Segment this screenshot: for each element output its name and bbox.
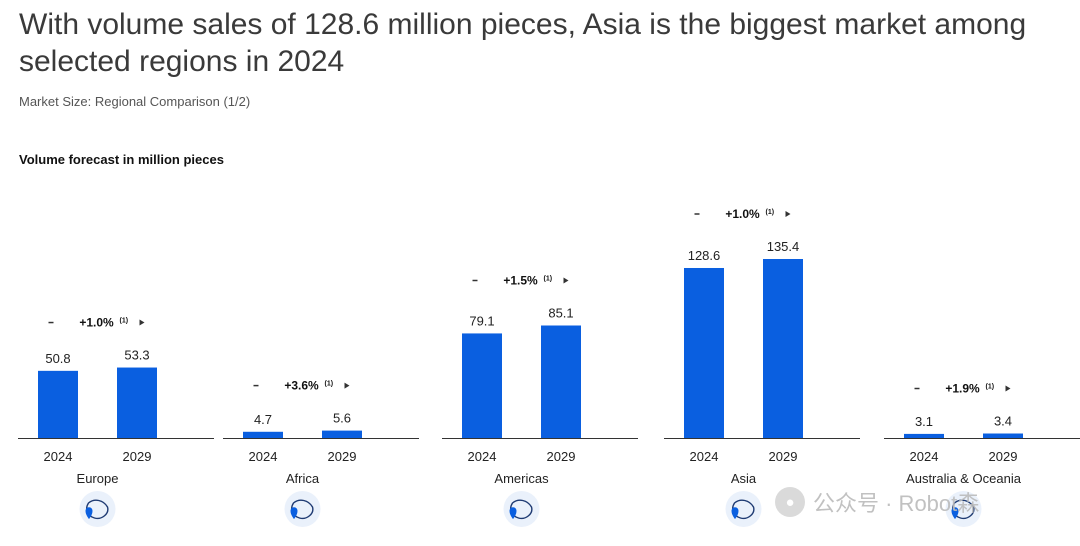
bar-europe-2024 [38,370,78,438]
cagr-arrow-icon [139,319,145,326]
cagr-label: +1.0% [725,207,760,221]
bar-australia-oceania-2029 [983,433,1023,438]
data-label: 85.1 [548,305,573,320]
cagr-arrow-icon [563,277,569,284]
wechat-icon: ● [775,487,805,517]
cagr-label: +3.6% [284,379,319,393]
cagr-footnote: (1) [325,381,334,388]
bar-australia-oceania-2024 [904,433,944,438]
data-label: 135.4 [767,239,800,254]
x-tick-label: 2029 [989,449,1018,464]
cagr-arrow-icon [1005,385,1011,392]
location-pin-icon [85,507,93,519]
location-pin-icon [290,507,298,519]
data-label: 5.6 [333,411,351,426]
x-tick-label: 2024 [44,449,73,464]
data-label: 50.8 [45,351,70,366]
watermark: ● 公众号 · Robot森 [775,484,979,520]
bar-asia-2029 [763,259,803,438]
data-label: 128.6 [688,248,721,263]
data-label: 4.7 [254,412,272,427]
cagr-label: +1.0% [79,316,114,330]
cagr-footnote: (1) [986,384,995,391]
bar-asia-2024 [684,267,724,438]
asia-map-icon [725,491,762,527]
cagr-footnote: (1) [120,318,129,325]
x-tick-label: 2024 [690,449,719,464]
cagr-footnote: (1) [766,209,775,216]
x-tick-label: 2024 [910,449,939,464]
region-label: Americas [494,471,549,486]
location-pin-icon [731,507,739,519]
region-label: Europe [77,471,119,486]
cagr-arrow-icon [785,211,791,217]
x-tick-label: 2029 [123,449,152,464]
bar-europe-2029 [117,367,157,438]
bar-americas-2024 [462,333,502,438]
region-label: Asia [731,471,757,486]
location-pin-icon [951,507,959,519]
x-tick-label: 2024 [249,449,278,464]
cagr-footnote: (1) [544,275,553,282]
page-subtitle: Market Size: Regional Comparison (1/2) [19,94,251,109]
bar-africa-2024 [243,431,283,438]
chart-title: Volume forecast in million pieces [19,152,224,167]
americas-map-icon [503,491,540,527]
data-label: 53.3 [124,348,149,363]
bar-africa-2029 [322,430,362,438]
cagr-label: +1.5% [503,273,538,287]
cagr-label: +1.9% [945,382,980,396]
x-tick-label: 2029 [769,449,798,464]
x-tick-label: 2029 [547,449,576,464]
page-title: With volume sales of 128.6 million piece… [19,8,1027,78]
data-label: 3.4 [994,414,1012,429]
cagr-arrow-icon [344,382,350,389]
watermark-text: 公众号 · Robot森 [813,491,980,516]
x-tick-label: 2029 [328,449,357,464]
africa-map-icon [284,491,321,527]
location-pin-icon [509,507,517,519]
europe-map-icon [79,491,116,527]
bar-americas-2029 [541,325,581,438]
x-tick-label: 2024 [468,449,497,464]
data-label: 79.1 [469,313,494,328]
data-label: 3.1 [915,414,933,429]
region-label: Australia & Oceania [906,471,1022,486]
region-label: Africa [286,471,320,486]
